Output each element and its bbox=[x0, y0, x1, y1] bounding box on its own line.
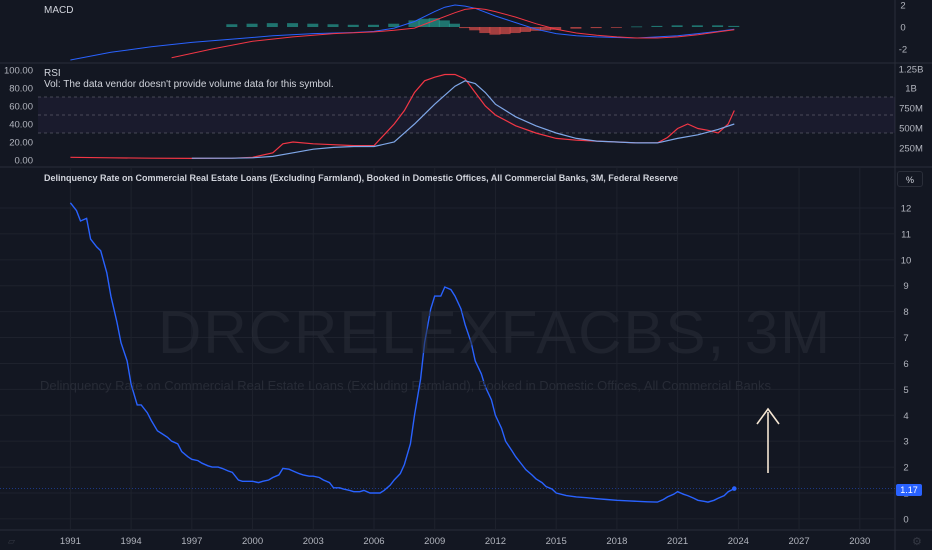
rsi-tick-label: 40.00 bbox=[9, 120, 33, 131]
unit-toggle-button[interactable]: % bbox=[897, 171, 923, 187]
macd-signal-line bbox=[171, 7, 735, 59]
volume-tick-label: 750M bbox=[899, 104, 923, 115]
delinquency-rate-line bbox=[69, 202, 735, 503]
description-watermark: Delinquency Rate on Commercial Real Esta… bbox=[40, 378, 771, 393]
rsi-pane-label: RSI bbox=[44, 68, 61, 79]
macd-histogram-bar bbox=[226, 24, 238, 27]
series-title: Delinquency Rate on Commercial Real Esta… bbox=[44, 173, 678, 183]
rsi-tick-label: 60.00 bbox=[9, 102, 33, 113]
x-tick-label: 2024 bbox=[728, 536, 749, 547]
macd-tick-label: 2 bbox=[900, 1, 905, 12]
macd-histogram-bar bbox=[499, 27, 511, 35]
macd-tick-label: 0 bbox=[900, 23, 905, 34]
macd-histogram-bar bbox=[712, 25, 724, 27]
x-tick-label: 2012 bbox=[485, 536, 506, 547]
volume-tick-label: 1B bbox=[905, 84, 917, 95]
volume-tick-label: 500M bbox=[899, 124, 923, 135]
macd-histogram-bar bbox=[307, 23, 319, 27]
macd-histogram-bar bbox=[418, 18, 430, 27]
volume-tick-label: 250M bbox=[899, 144, 923, 155]
x-tick-label: 2000 bbox=[242, 536, 263, 547]
y-tick-label: 10 bbox=[901, 255, 912, 266]
x-tick-label: 2003 bbox=[303, 536, 324, 547]
annotation-arrow-layer bbox=[756, 407, 780, 473]
macd-histogram-bar bbox=[408, 20, 420, 27]
y-tick-label: 3 bbox=[903, 437, 908, 448]
macd-histogram-bar bbox=[368, 24, 379, 27]
series-line-layer bbox=[69, 4, 737, 503]
settings-gear-icon[interactable]: ⚙ bbox=[912, 536, 922, 548]
y-tick-label: 9 bbox=[903, 281, 908, 292]
macd-histogram-bar bbox=[347, 24, 359, 27]
x-tick-label: 2021 bbox=[667, 536, 688, 547]
x-tick-label: 1991 bbox=[60, 536, 81, 547]
x-tick-label: 2006 bbox=[363, 536, 384, 547]
rsi-ma-line bbox=[191, 80, 735, 159]
volume-note: Vol: The data vendor doesn't provide vol… bbox=[44, 79, 334, 90]
macd-histogram-bar bbox=[266, 23, 278, 27]
rsi-tick-label: 100.00 bbox=[4, 66, 33, 77]
macd-histogram-bar bbox=[479, 27, 491, 34]
tradingview-logo-icon[interactable]: ▱ bbox=[8, 536, 15, 546]
x-tick-label: 2018 bbox=[606, 536, 627, 547]
macd-tick-label: -2 bbox=[899, 45, 907, 56]
last-value-badge: 1.17 bbox=[896, 484, 922, 496]
y-tick-label: 12 bbox=[901, 204, 912, 215]
macd-histogram-bar bbox=[489, 27, 501, 35]
y-tick-label: 7 bbox=[903, 333, 908, 344]
x-tick-label: 1997 bbox=[181, 536, 202, 547]
x-tick-label: 2030 bbox=[849, 536, 870, 547]
macd-histogram-bar bbox=[428, 18, 440, 27]
macd-histogram-bar bbox=[287, 23, 299, 27]
macd-histogram-bar bbox=[327, 24, 339, 27]
macd-histogram-bar bbox=[570, 27, 582, 29]
macd-histogram-bar bbox=[509, 27, 521, 34]
macd-histogram-bar bbox=[246, 23, 258, 27]
x-tick-label: 2015 bbox=[546, 536, 567, 547]
rsi-band-layer bbox=[38, 96, 895, 134]
x-tick-label: 1994 bbox=[121, 536, 142, 547]
x-tick-label: 2027 bbox=[788, 536, 809, 547]
macd-histogram-bar bbox=[438, 20, 450, 27]
y-tick-label: 6 bbox=[903, 359, 908, 370]
volume-tick-label: 1.25B bbox=[899, 65, 924, 76]
y-tick-label: 0 bbox=[903, 514, 908, 525]
y-tick-label: 5 bbox=[903, 385, 908, 396]
macd-histogram-bar bbox=[631, 26, 643, 28]
axis-tick-layer: 1991 1994 1997 2000 2003 2006 2009 2012 2015 2018… bbox=[4, 1, 923, 548]
macd-histogram-bar bbox=[388, 23, 400, 27]
rsi-tick-label: 20.00 bbox=[9, 138, 33, 149]
macd-line bbox=[70, 4, 735, 61]
macd-histogram-bar bbox=[610, 27, 622, 28]
macd-histogram-bar bbox=[540, 27, 552, 31]
symbol-watermark: DRCRELEXFACBS, 3M bbox=[158, 299, 833, 366]
y-tick-label: 2 bbox=[903, 463, 908, 474]
macd-histogram-bar bbox=[448, 23, 460, 27]
macd-histogram-bar bbox=[469, 27, 481, 31]
macd-histogram-bar bbox=[691, 25, 703, 27]
rsi-tick-label: 0.00 bbox=[15, 156, 34, 167]
last-value-point bbox=[731, 486, 737, 491]
macd-histogram-bar bbox=[519, 27, 531, 32]
macd-histogram-bar bbox=[550, 27, 562, 30]
rsi-tick-label: 80.00 bbox=[9, 84, 33, 95]
macd-histogram-bar bbox=[671, 25, 683, 27]
macd-histogram-bar bbox=[728, 25, 740, 27]
macd-pane-label: MACD bbox=[44, 5, 74, 16]
rsi-line bbox=[70, 73, 735, 160]
macd-histogram-layer bbox=[226, 18, 740, 35]
x-tick-label: 2009 bbox=[424, 536, 445, 547]
y-tick-label: 11 bbox=[901, 229, 911, 240]
up-arrow-head bbox=[756, 407, 780, 425]
y-tick-label: 4 bbox=[903, 411, 908, 422]
macd-histogram-bar bbox=[590, 27, 602, 29]
macd-histogram-bar bbox=[459, 27, 471, 29]
y-tick-label: 8 bbox=[903, 307, 908, 318]
macd-histogram-bar bbox=[651, 25, 663, 27]
